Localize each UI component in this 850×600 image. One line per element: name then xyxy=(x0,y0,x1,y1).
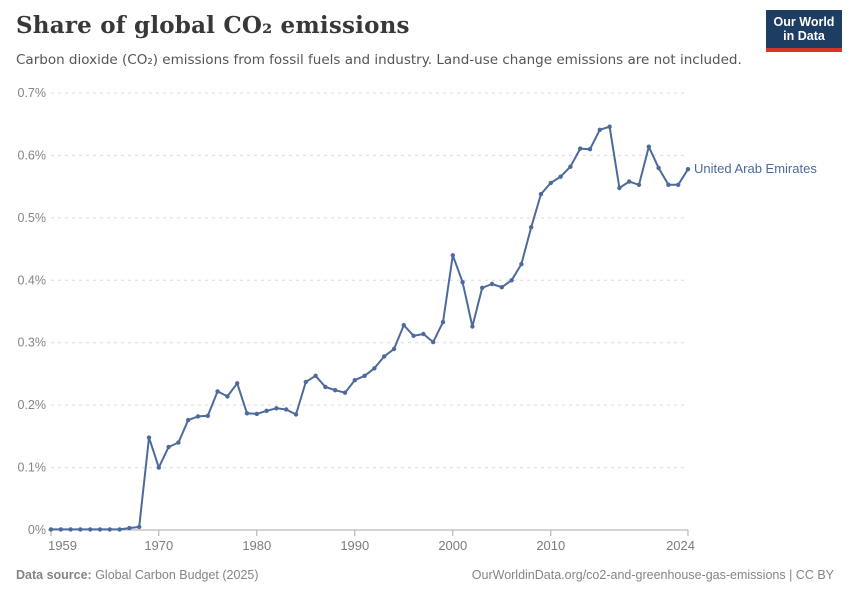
data-source-value: Global Carbon Budget (2025) xyxy=(91,568,259,582)
data-point[interactable] xyxy=(509,278,514,283)
data-point[interactable] xyxy=(529,225,534,230)
data-point[interactable] xyxy=(382,354,387,359)
data-point[interactable] xyxy=(333,388,338,393)
data-point[interactable] xyxy=(127,525,132,531)
data-point[interactable] xyxy=(313,373,318,378)
data-point[interactable] xyxy=(97,527,103,532)
data-point[interactable] xyxy=(156,465,161,470)
y-tick-label: 0.6% xyxy=(18,148,47,162)
y-tick-label: 0% xyxy=(28,523,46,537)
data-point[interactable] xyxy=(88,527,93,532)
data-point[interactable] xyxy=(431,339,436,345)
y-tick-label: 0.2% xyxy=(18,398,47,412)
y-tick-label: 0.5% xyxy=(18,211,47,225)
data-point[interactable] xyxy=(548,180,553,186)
data-point[interactable] xyxy=(578,146,583,151)
owid-logo[interactable]: Our World in Data xyxy=(766,10,842,52)
data-point[interactable] xyxy=(342,390,348,395)
data-point[interactable] xyxy=(205,413,210,418)
data-point[interactable] xyxy=(362,373,367,378)
data-point[interactable] xyxy=(58,527,63,532)
data-point[interactable] xyxy=(401,323,406,328)
data-point[interactable] xyxy=(460,280,465,285)
data-point[interactable] xyxy=(235,381,240,386)
data-point[interactable] xyxy=(48,527,54,532)
data-point[interactable] xyxy=(676,182,681,187)
data-point[interactable] xyxy=(538,191,544,197)
data-point[interactable] xyxy=(293,412,299,417)
data-point[interactable] xyxy=(195,414,201,419)
data-point[interactable] xyxy=(254,411,259,417)
data-point[interactable] xyxy=(146,435,152,440)
x-tick-label: 1980 xyxy=(242,538,271,553)
y-tick-label: 0.4% xyxy=(18,273,47,287)
data-point[interactable] xyxy=(656,165,661,171)
x-tick-label: 2010 xyxy=(536,538,565,553)
chart-title: Share of global CO₂ emissions xyxy=(16,12,410,39)
data-point[interactable] xyxy=(636,182,642,187)
data-point[interactable] xyxy=(666,182,671,187)
data-point[interactable] xyxy=(372,366,377,371)
data-point[interactable] xyxy=(627,179,632,184)
data-point[interactable] xyxy=(607,124,612,129)
data-point[interactable] xyxy=(166,444,171,450)
data-point[interactable] xyxy=(568,164,573,169)
data-point[interactable] xyxy=(244,411,250,416)
data-point[interactable] xyxy=(519,261,524,267)
y-tick-label: 0.1% xyxy=(18,461,47,475)
data-point[interactable] xyxy=(117,527,122,532)
series-united-arab-emirates[interactable]: United Arab Emirates xyxy=(48,124,818,532)
data-point[interactable] xyxy=(225,394,230,399)
x-axis-labels: 1959 1970 1980 1990 2000 2010 2024 xyxy=(48,530,695,553)
data-point[interactable] xyxy=(489,281,495,287)
data-source-note: Data source: Global Carbon Budget (2025) xyxy=(16,568,259,582)
data-point[interactable] xyxy=(323,384,328,390)
data-point[interactable] xyxy=(421,331,426,337)
data-point[interactable] xyxy=(558,174,563,179)
data-point[interactable] xyxy=(284,407,289,412)
x-tick-label: 2000 xyxy=(438,538,467,553)
owid-logo-line2: in Data xyxy=(783,29,825,43)
data-point[interactable] xyxy=(411,333,416,338)
y-tick-label: 0.7% xyxy=(18,86,47,100)
data-point[interactable] xyxy=(450,253,455,258)
y-tick-label: 0.3% xyxy=(18,336,47,350)
gridlines xyxy=(51,92,688,469)
data-point[interactable] xyxy=(137,524,142,530)
x-tick-label: 1959 xyxy=(48,538,77,553)
data-point[interactable] xyxy=(440,319,446,325)
data-point[interactable] xyxy=(107,527,113,532)
data-point[interactable] xyxy=(186,417,191,423)
data-point[interactable] xyxy=(215,389,220,394)
data-point[interactable] xyxy=(78,527,83,532)
data-point[interactable] xyxy=(597,127,602,132)
owid-citation-link[interactable]: OurWorldinData.org/co2-and-greenhouse-ga… xyxy=(471,568,834,582)
series-line[interactable] xyxy=(51,125,689,531)
x-tick-label: 2024 xyxy=(666,538,695,553)
chart-subtitle: Carbon dioxide (CO₂) emissions from foss… xyxy=(16,52,742,68)
data-point[interactable] xyxy=(274,406,279,411)
data-source-label: Data source: xyxy=(16,568,92,582)
chart-footer: Data source: Global Carbon Budget (2025)… xyxy=(16,568,834,582)
data-point[interactable] xyxy=(352,378,357,383)
data-point[interactable] xyxy=(264,408,269,413)
line-chart: 0%0.1%0.2%0.3%0.4%0.5%0.6%0.7%1959 1970 19… xyxy=(18,86,818,553)
data-point[interactable] xyxy=(646,144,651,149)
data-point[interactable] xyxy=(499,285,504,290)
y-axis-labels: 0% 0.1% 0.2% 0.3% 0.4% 0.5% 0.6% 0.7% xyxy=(18,86,47,537)
data-point[interactable] xyxy=(617,185,622,191)
data-point[interactable] xyxy=(685,167,691,172)
data-point[interactable] xyxy=(176,440,181,445)
x-tick-label: 1970 xyxy=(144,538,173,553)
data-point[interactable] xyxy=(303,379,308,385)
data-point[interactable] xyxy=(480,285,485,290)
data-point[interactable] xyxy=(587,147,593,152)
data-point[interactable] xyxy=(391,346,397,352)
owid-logo-line1: Our World xyxy=(773,15,835,29)
data-point[interactable] xyxy=(68,527,73,532)
x-tick-label: 1990 xyxy=(340,538,369,553)
series-end-label[interactable]: United Arab Emirates xyxy=(694,161,817,176)
data-point[interactable] xyxy=(470,324,475,329)
